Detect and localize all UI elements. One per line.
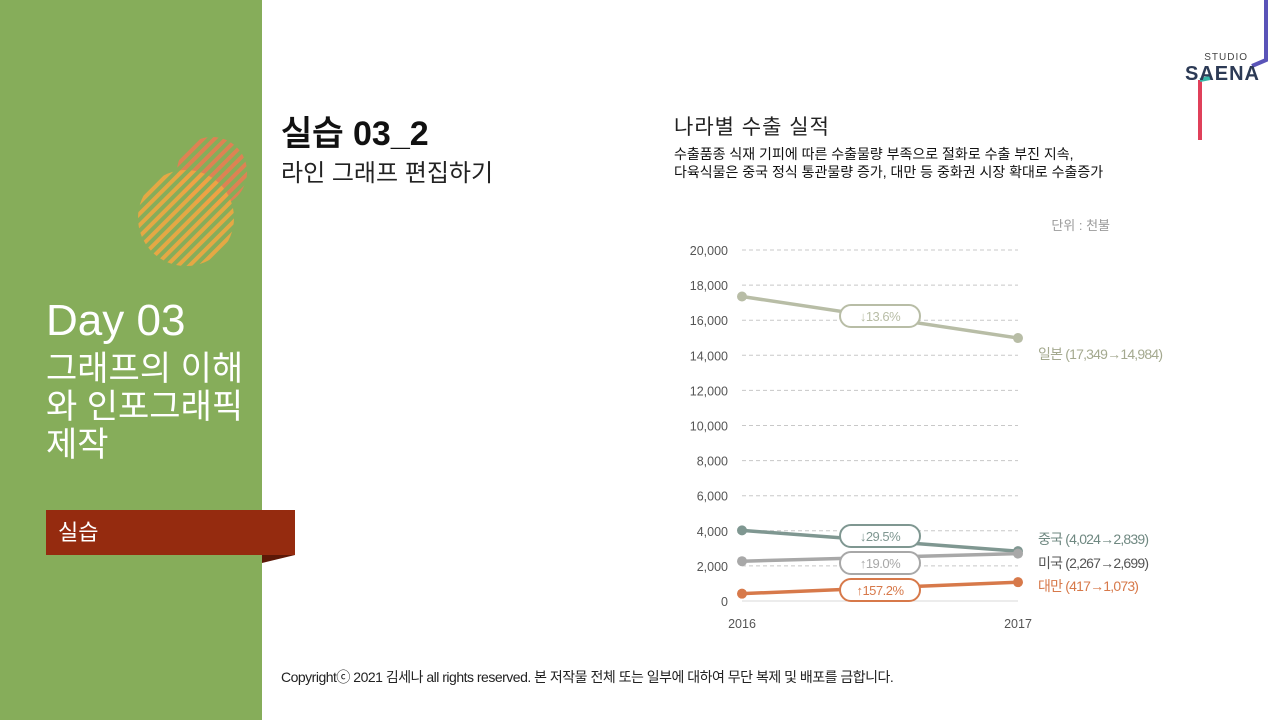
day-block: Day 03 그래프의 이해와 인포그래픽 제작 bbox=[46, 294, 246, 464]
change-badge-label: ↑157.2% bbox=[856, 583, 904, 598]
y-tick-label: 8,000 bbox=[697, 455, 728, 469]
section-ribbon: 실습 bbox=[46, 510, 295, 555]
change-badge bbox=[839, 551, 921, 575]
y-axis-ticks: 0 2,000 4,000 6,000 8,000 10,000 12,000 14,000 1… bbox=[690, 244, 728, 609]
day-subtitle: 그래프의 이해와 인포그래픽 제작 bbox=[46, 350, 244, 464]
y-tick-label: 12,000 bbox=[690, 384, 728, 398]
striped-circles-decoration bbox=[138, 137, 247, 266]
data-point bbox=[737, 525, 747, 536]
y-tick-label: 2,000 bbox=[697, 560, 728, 574]
brand-name: SAENA bbox=[1184, 63, 1260, 85]
brand-studio-text: STUDIO bbox=[1204, 52, 1248, 63]
chart-title: 나라별 수출 실적 bbox=[674, 116, 830, 139]
chart-description: 수출품종 식재 기피에 따른 수출물량 부족으로 절화로 수출 부진 지속, 다… bbox=[674, 145, 1103, 181]
data-point bbox=[737, 556, 747, 567]
ribbon-fold bbox=[262, 555, 295, 563]
series-legend-label: 미국 (2,267→2,699) bbox=[1038, 555, 1148, 571]
sidebar: Day 03 그래프의 이해와 인포그래픽 제작 bbox=[0, 0, 262, 720]
series-legends: 일본 (17,349→14,984) 중국 (4,024→2,839) 미국 (2,… bbox=[1038, 346, 1163, 594]
data-point bbox=[737, 588, 747, 599]
lesson-title: 실습 03_2 bbox=[281, 115, 429, 153]
brand-lines-icon bbox=[1198, 0, 1268, 140]
data-point bbox=[1013, 577, 1023, 588]
y-tick-label: 6,000 bbox=[697, 490, 728, 504]
change-badge bbox=[839, 578, 921, 602]
data-point bbox=[737, 291, 747, 302]
change-badges: ↓13.6% ↓29.5% ↑19.0% ↑157.2% bbox=[839, 304, 921, 602]
change-badge bbox=[839, 524, 921, 548]
chart-description-line-1: 수출품종 식재 기피에 따른 수출물량 부족으로 절화로 수출 부진 지속, bbox=[674, 146, 1074, 162]
y-tick-label: 10,000 bbox=[690, 420, 728, 434]
series-legend-label: 중국 (4,024→2,839) bbox=[1038, 531, 1148, 547]
change-badge-label: ↑19.0% bbox=[860, 556, 901, 571]
y-tick-label: 4,000 bbox=[697, 525, 728, 539]
series-legend-label: 일본 (17,349→14,984) bbox=[1038, 346, 1162, 362]
line-chart: 단위 : 천불 0 2,000 4,000 6,000 8,000 10,000 12,00… bbox=[690, 218, 1163, 631]
data-point bbox=[1013, 548, 1023, 559]
y-tick-label: 16,000 bbox=[690, 314, 728, 328]
y-tick-label: 0 bbox=[721, 595, 728, 609]
y-tick-label: 14,000 bbox=[690, 349, 728, 363]
change-badge-label: ↓29.5% bbox=[860, 529, 901, 544]
change-badge bbox=[839, 304, 921, 328]
y-tick-label: 18,000 bbox=[690, 279, 728, 293]
day-title: Day 03 bbox=[46, 296, 186, 345]
copyright-notice: Copyrightⓒ 2021 김세나 all rights reserved.… bbox=[281, 669, 894, 685]
x-tick-label: 2017 bbox=[1004, 617, 1032, 631]
y-tick-label: 20,000 bbox=[690, 244, 728, 258]
lesson-subtitle: 라인 그래프 편집하기 bbox=[281, 160, 494, 187]
x-axis-ticks: 2016 2017 bbox=[728, 617, 1032, 631]
change-badge-label: ↓13.6% bbox=[860, 309, 901, 324]
data-point bbox=[1013, 333, 1023, 344]
series-legend-label: 대만 (417→1,073) bbox=[1038, 578, 1138, 594]
unit-label: 단위 : 천불 bbox=[1051, 218, 1110, 233]
x-tick-label: 2016 bbox=[728, 617, 756, 631]
chart-description-line-2: 다육식물은 중국 정식 통관물량 증가, 대만 등 중화권 시장 확대로 수출증… bbox=[674, 164, 1104, 180]
brand-logo: STUDIO SAENA bbox=[1170, 0, 1280, 140]
